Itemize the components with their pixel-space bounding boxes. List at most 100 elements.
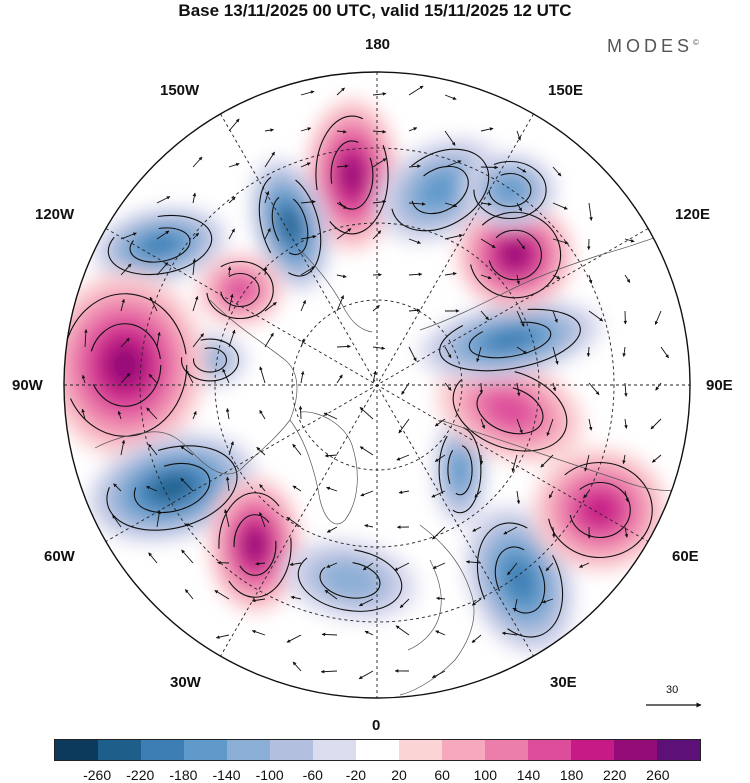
streamline-contour (297, 548, 403, 612)
coastline-europe (399, 524, 475, 696)
wind-arrow (192, 295, 199, 312)
streamline-contour (438, 426, 482, 514)
colorbar-tick-label: -100 (255, 767, 284, 783)
wind-arrow (228, 162, 240, 168)
wind-arrow (444, 94, 457, 100)
streamline-contour (271, 194, 309, 256)
colorbar-cell (657, 740, 700, 760)
streamline-contour (476, 522, 564, 638)
wind-arrow (622, 346, 626, 357)
wind-arrow (336, 164, 349, 168)
colorbar-tick-label: 180 (559, 767, 584, 783)
wind-arrow (185, 369, 194, 384)
lon-label-30e: 30E (550, 674, 577, 691)
colorbar-cell (442, 740, 485, 760)
streamline-contour (180, 338, 240, 382)
wind-arrow (372, 346, 386, 350)
streamline-contour (330, 140, 374, 210)
wind-arrow (120, 232, 137, 240)
anomaly-low-alaska-gulf (280, 209, 300, 241)
wind-arrow (146, 407, 158, 420)
wind-arrow (516, 202, 523, 212)
wind-arrow (545, 562, 554, 572)
anomaly-high-north-atlantic (244, 529, 266, 561)
wind-arrow (624, 274, 631, 283)
wind-arrow (263, 266, 268, 276)
wind-arrow (548, 490, 554, 499)
wind-arrow (259, 366, 266, 384)
wind-arrow (192, 333, 204, 348)
wind-arrow (431, 670, 446, 678)
wind-arrow (552, 310, 558, 323)
wind-arrow (81, 408, 86, 420)
lon-label-120e: 120E (675, 206, 711, 223)
wind-arrow (336, 344, 351, 349)
wind-arrow (372, 92, 387, 96)
wind-arrow (256, 446, 266, 456)
wind-arrow (624, 238, 635, 243)
wind-arrow (228, 293, 234, 312)
anomaly-low-western-russia (504, 559, 536, 601)
wind-arrow (434, 454, 446, 462)
wind-arrow (480, 238, 496, 249)
streamline-contour (547, 461, 653, 559)
wind-arrow (149, 296, 158, 312)
colorbar-cell (614, 740, 657, 760)
wind-arrow (192, 192, 197, 204)
streamline-contour (569, 481, 631, 539)
anomaly-low-iceland (320, 562, 380, 598)
streamline-contour (315, 115, 389, 235)
wind-arrow (117, 410, 122, 420)
wind-arrow (516, 130, 521, 141)
streamline-contour (447, 444, 473, 496)
wind-arrow (516, 382, 521, 397)
wind-arrow (444, 271, 457, 276)
wind-arrow (113, 483, 122, 492)
wind-arrow (336, 129, 347, 134)
wind-arrow (655, 382, 662, 391)
streamline-contour (106, 445, 238, 531)
lon-label-60w: 60W (44, 548, 75, 565)
wind-arrow (156, 262, 169, 276)
wind-arrow (148, 552, 158, 564)
wind-arrow (336, 374, 343, 384)
modes-logo: MODES© (607, 36, 699, 56)
wind-arrow (228, 196, 236, 204)
wind-arrow (431, 490, 446, 498)
colorbar-tick-label: 60 (434, 767, 450, 783)
wind-arrow (480, 274, 492, 280)
wind-arrow (264, 332, 274, 348)
wind-arrow (480, 202, 492, 206)
wind-arrow (408, 308, 421, 313)
wind-arrow (516, 310, 525, 327)
wind-arrow (259, 512, 266, 528)
wind-arrow (480, 165, 499, 170)
coastline-siberia (419, 229, 676, 331)
wind-arrow (501, 631, 518, 636)
wind-arrow (360, 490, 374, 497)
wind-arrow (81, 374, 86, 384)
coastline-alaska (299, 249, 373, 333)
wind-arrow (552, 166, 562, 177)
wind-arrow (624, 526, 629, 538)
wind-arrow (552, 382, 557, 392)
wind-arrow (336, 228, 352, 240)
wind-arrow (511, 454, 518, 472)
graticule (64, 72, 690, 698)
wind-arrow (444, 160, 462, 168)
wind-arrow (588, 382, 600, 395)
wind-arrow (264, 302, 277, 312)
wind-arrow (362, 562, 374, 571)
colorbar-tick-label: 220 (603, 767, 627, 783)
wind-arrow (622, 454, 626, 465)
wind-arrow (185, 523, 194, 528)
wind-arrow (148, 373, 158, 384)
wind-arrow (251, 598, 266, 603)
wind-arrow (579, 562, 590, 568)
wind-arrow (624, 418, 628, 429)
colorbar-cell (485, 740, 528, 760)
wind-arrow (225, 408, 230, 420)
wind-arrow (552, 346, 559, 365)
wind-arrow (444, 202, 458, 208)
